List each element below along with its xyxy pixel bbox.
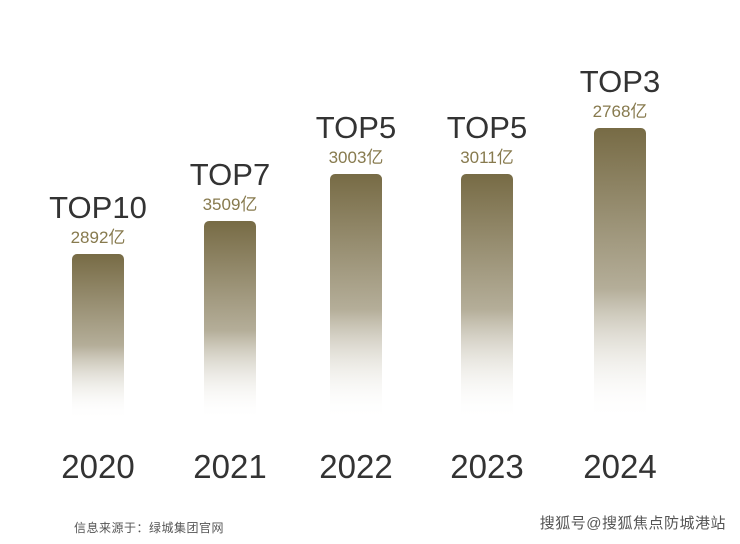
year-label-2022: 2022 bbox=[319, 448, 392, 485]
rank-label-2024: TOP3 bbox=[580, 64, 660, 99]
bar-2022 bbox=[330, 174, 382, 420]
rank-label-2022: TOP5 bbox=[316, 110, 396, 145]
value-label-2020: 2892亿 bbox=[71, 228, 126, 247]
watermark: 搜狐号@搜狐焦点防城港站 bbox=[539, 515, 726, 532]
year-label-2020: 2020 bbox=[61, 448, 134, 485]
bar-2021 bbox=[204, 221, 256, 420]
bar-2023 bbox=[461, 174, 513, 420]
year-label-2023: 2023 bbox=[450, 448, 523, 485]
year-label-2024: 2024 bbox=[583, 448, 656, 485]
source-note: 信息来源于：绿城集团官网 bbox=[74, 521, 225, 535]
labels-group: 2892亿 TOP10 2020 3509亿 TOP7 2021 3003亿 TOP5 2022… bbox=[49, 64, 660, 485]
value-label-2024: 2768亿 bbox=[593, 102, 648, 121]
value-label-2022: 3003亿 bbox=[329, 148, 384, 167]
value-label-2021: 3509亿 bbox=[203, 195, 258, 214]
year-label-2021: 2021 bbox=[193, 448, 266, 485]
bar-2024 bbox=[594, 128, 646, 420]
rank-label-2023: TOP5 bbox=[447, 110, 527, 145]
value-label-2023: 3011亿 bbox=[460, 148, 514, 167]
rank-label-2020: TOP10 bbox=[49, 190, 147, 225]
bar-2020 bbox=[72, 254, 124, 420]
bars-group bbox=[72, 128, 646, 420]
rank-label-2021: TOP7 bbox=[190, 157, 270, 192]
